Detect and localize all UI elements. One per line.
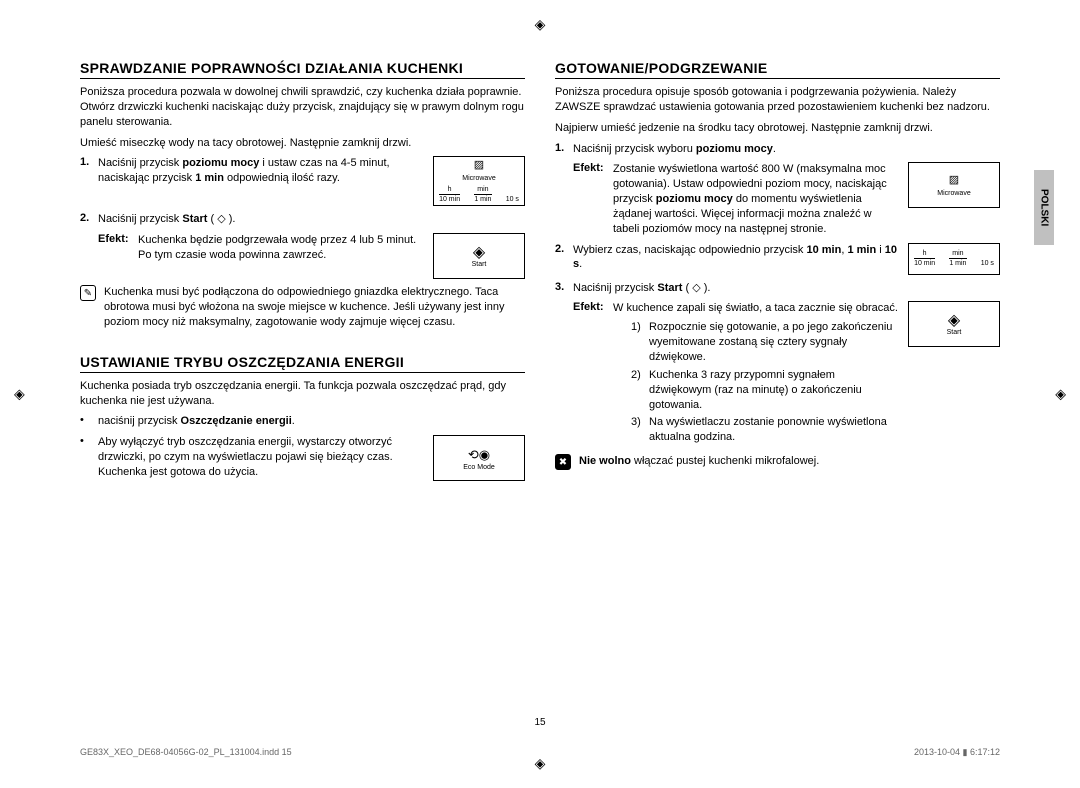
section-title-cooking: GOTOWANIE/PODGRZEWANIE	[555, 60, 1000, 79]
step-text: Naciśnij przycisk Start ( ◇ ).	[98, 212, 525, 227]
microwave-icon: ▨	[949, 173, 959, 188]
start-diamond-icon: ◈	[948, 313, 960, 329]
step-number: 2.	[80, 212, 98, 227]
effect-body: Zostanie wyświetlona wartość 800 W (maks…	[613, 162, 898, 236]
microwave-time-panel: ▨ Microwave h10 min min1 min 10 s	[433, 156, 525, 206]
intro-text: Poniższa procedura pozwala w dowolnej ch…	[80, 85, 525, 130]
sub-number: 1)	[631, 320, 649, 365]
eco-icon: ⟲◉	[468, 446, 490, 464]
intro-text: Kuchenka posiada tryb oszczędzania energ…	[80, 379, 525, 409]
step-number: 1.	[80, 156, 98, 206]
step-text: Naciśnij przycisk wyboru poziomu mocy.	[573, 142, 1000, 157]
microwave-power-panel: ▨ Microwave	[908, 162, 1000, 208]
effect-label: Efekt:	[555, 301, 603, 448]
start-diamond-icon: ◈	[473, 245, 485, 261]
footer-filename: GE83X_XEO_DE68-04056G-02_PL_131004.indd …	[80, 747, 292, 758]
bullet: •	[80, 414, 98, 429]
warning-icon: ✖	[555, 454, 571, 470]
language-tab: POLSKI	[1034, 170, 1054, 245]
footer-timestamp: 2013-10-04 ▮ 6:17:12	[914, 747, 1000, 758]
section-title-check: SPRAWDZANIE POPRAWNOŚCI DZIAŁANIA KUCHEN…	[80, 60, 525, 79]
intro-text: Poniższa procedura opisuje sposób gotowa…	[555, 85, 1000, 115]
effect-label: Efekt:	[80, 233, 128, 279]
sub-number: 3)	[631, 415, 649, 445]
effect-label: Efekt:	[555, 162, 603, 236]
start-button-panel: ◈ Start	[908, 301, 1000, 347]
time-panel: h10 min min1 min 10 s	[908, 243, 1000, 275]
bullet-text: Aby wyłączyć tryb oszczędzania energii, …	[98, 435, 423, 480]
step-number: 2.	[555, 243, 573, 275]
right-column: GOTOWANIE/PODGRZEWANIE Poniższa procedur…	[555, 60, 1000, 728]
step-number: 1.	[555, 142, 573, 157]
sub-text: Rozpocznie się gotowanie, a po jego zako…	[649, 320, 898, 365]
registration-mark: ◈	[1055, 386, 1066, 403]
registration-mark: ◈	[535, 16, 546, 33]
effect-body: W kuchence zapali się światło, a taca za…	[613, 301, 898, 316]
step-text: Naciśnij przycisk poziomu mocy i ustaw c…	[98, 156, 423, 186]
page-number: 15	[0, 717, 1080, 728]
registration-mark: ◈	[14, 386, 25, 403]
start-button-panel: ◈ Start	[433, 233, 525, 279]
bullet-text: naciśnij przycisk Oszczędzanie energii.	[98, 414, 525, 429]
step-text: Naciśnij przycisk Start ( ◇ ).	[573, 281, 1000, 296]
eco-mode-panel: ⟲◉ Eco Mode	[433, 435, 525, 481]
intro-text-2: Umieść miseczkę wody na tacy obrotowej. …	[80, 136, 525, 151]
sub-number: 2)	[631, 368, 649, 413]
note-body: Kuchenka musi być podłączona do odpowied…	[104, 285, 525, 330]
step-number: 3.	[555, 281, 573, 296]
effect-body: Kuchenka będzie podgrzewała wodę przez 4…	[138, 233, 423, 263]
left-column: SPRAWDZANIE POPRAWNOŚCI DZIAŁANIA KUCHEN…	[80, 60, 525, 728]
intro-text-2: Najpierw umieść jedzenie na środku tacy …	[555, 121, 1000, 136]
note-icon: ✎	[80, 285, 96, 301]
sub-text: Kuchenka 3 razy przypomni sygnałem dźwię…	[649, 368, 898, 413]
section-title-energy: USTAWIANIE TRYBU OSZCZĘDZANIA ENERGII	[80, 354, 525, 373]
sub-text: Na wyświetlaczu zostanie ponownie wyświe…	[649, 415, 898, 445]
step-text: Wybierz czas, naciskając odpowiednio prz…	[573, 243, 898, 273]
warning-body: Nie wolno włączać pustej kuchenki mikrof…	[579, 454, 1000, 470]
microwave-icon: ▨	[474, 158, 484, 173]
bullet: •	[80, 435, 98, 481]
